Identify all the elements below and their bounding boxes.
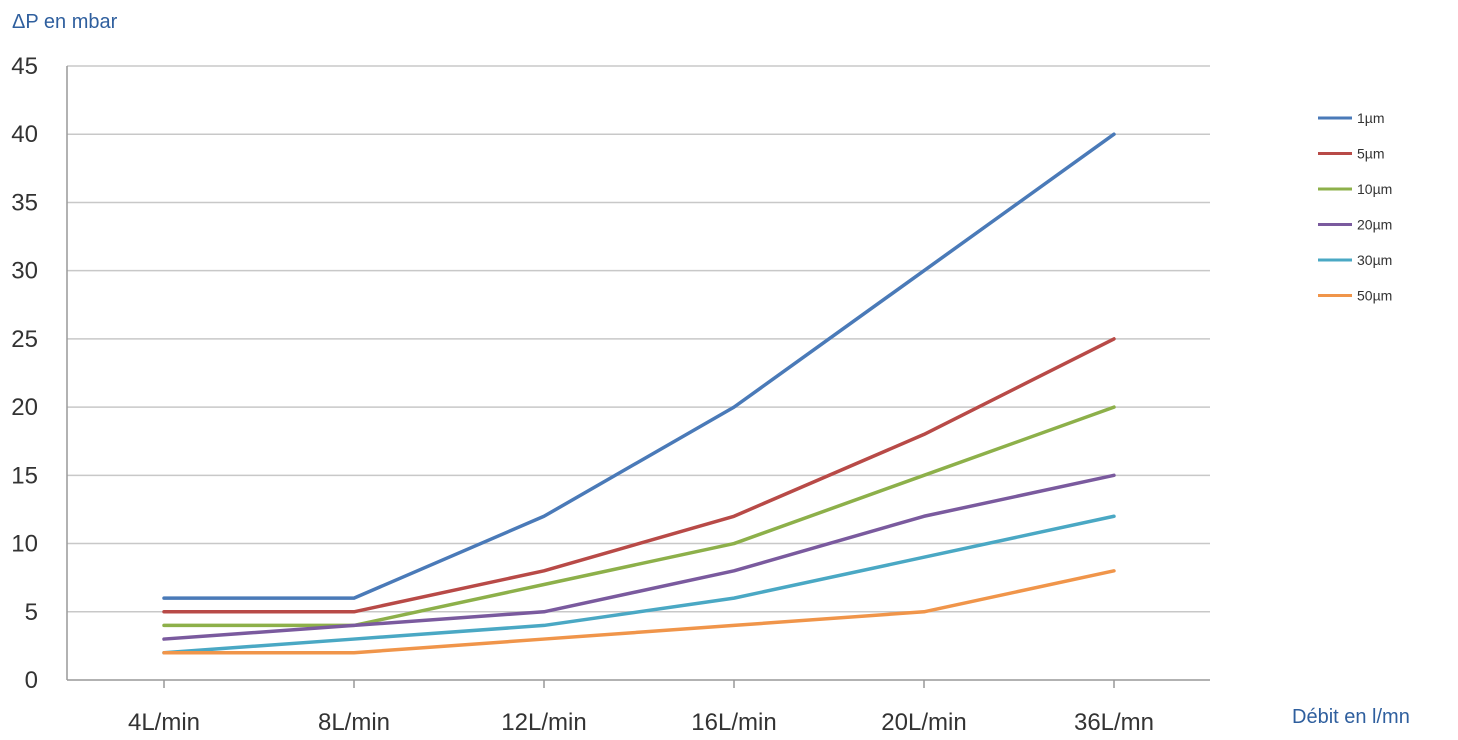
grid [66, 65, 1210, 681]
x-tick-label: 16L/min [691, 709, 776, 736]
series-line-6 [162, 569, 1116, 655]
legend-label: 30µm [1357, 252, 1392, 268]
x-tick-label: 4L/min [128, 709, 200, 736]
series-line-3 [162, 405, 1116, 628]
series-line-5 [162, 514, 1116, 655]
y-tick-label: 0 [25, 667, 38, 694]
series-line-1 [162, 132, 1116, 600]
y-tick-label: 35 [11, 189, 38, 216]
legend-label: 50µm [1357, 288, 1392, 304]
y-tick-label: 30 [11, 258, 38, 285]
legend-label: 1µm [1357, 110, 1385, 126]
series-line-4 [162, 473, 1116, 641]
series-line-2 [162, 337, 1116, 614]
y-tick-label: 10 [11, 531, 38, 558]
series-lines [162, 132, 1116, 655]
y-tick-label: 45 [11, 53, 38, 80]
y-axis-label: ΔP en mbar [12, 11, 118, 33]
y-axis-ticks: 0 5 10 15 20 25 30 35 40 45 [11, 53, 38, 694]
legend-label: 5µm [1357, 146, 1385, 162]
legend: 1µm 5µm 10µm 20µm 30µm 50µm [1318, 110, 1392, 304]
x-tick-label: 12L/min [501, 709, 586, 736]
x-axis-ticks: 4L/min 8L/min 12L/min 16L/min 20L/min 36L/mn [128, 680, 1154, 736]
x-tick-label: 20L/min [881, 709, 966, 736]
y-tick-label: 15 [11, 462, 38, 489]
legend-label: 20µm [1357, 217, 1392, 233]
y-tick-label: 25 [11, 326, 38, 353]
x-tick-label: 8L/min [318, 709, 390, 736]
legend-label: 10µm [1357, 181, 1392, 197]
y-tick-label: 5 [25, 599, 38, 626]
x-tick-label: 36L/mn [1074, 709, 1154, 736]
y-tick-label: 40 [11, 121, 38, 148]
y-tick-label: 20 [11, 394, 38, 421]
x-axis-label: Débit en l/mn [1292, 706, 1410, 728]
